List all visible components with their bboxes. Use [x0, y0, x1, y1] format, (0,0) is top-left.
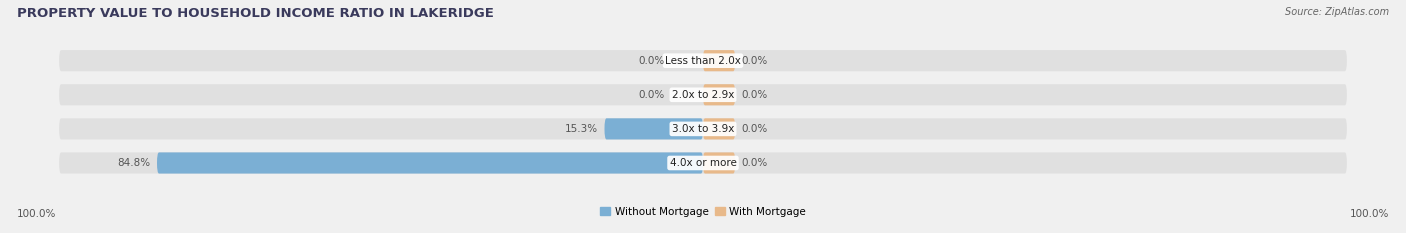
Text: 100.0%: 100.0%: [17, 209, 56, 219]
FancyBboxPatch shape: [703, 152, 735, 174]
FancyBboxPatch shape: [59, 84, 1347, 105]
Text: 0.0%: 0.0%: [741, 90, 768, 100]
FancyBboxPatch shape: [157, 152, 703, 174]
Text: 0.0%: 0.0%: [741, 124, 768, 134]
Text: 2.0x to 2.9x: 2.0x to 2.9x: [672, 90, 734, 100]
FancyBboxPatch shape: [703, 84, 735, 105]
Legend: Without Mortgage, With Mortgage: Without Mortgage, With Mortgage: [596, 203, 810, 221]
Text: Source: ZipAtlas.com: Source: ZipAtlas.com: [1285, 7, 1389, 17]
Text: 0.0%: 0.0%: [741, 158, 768, 168]
Text: Less than 2.0x: Less than 2.0x: [665, 56, 741, 66]
Text: 0.0%: 0.0%: [638, 90, 665, 100]
Text: 0.0%: 0.0%: [638, 56, 665, 66]
Text: PROPERTY VALUE TO HOUSEHOLD INCOME RATIO IN LAKERIDGE: PROPERTY VALUE TO HOUSEHOLD INCOME RATIO…: [17, 7, 494, 20]
FancyBboxPatch shape: [59, 118, 1347, 140]
Text: 100.0%: 100.0%: [1350, 209, 1389, 219]
FancyBboxPatch shape: [605, 118, 703, 140]
FancyBboxPatch shape: [703, 50, 735, 71]
FancyBboxPatch shape: [59, 152, 1347, 174]
Text: 4.0x or more: 4.0x or more: [669, 158, 737, 168]
Text: 84.8%: 84.8%: [118, 158, 150, 168]
FancyBboxPatch shape: [703, 118, 735, 140]
FancyBboxPatch shape: [59, 50, 1347, 71]
Text: 15.3%: 15.3%: [565, 124, 598, 134]
Text: 3.0x to 3.9x: 3.0x to 3.9x: [672, 124, 734, 134]
Text: 0.0%: 0.0%: [741, 56, 768, 66]
